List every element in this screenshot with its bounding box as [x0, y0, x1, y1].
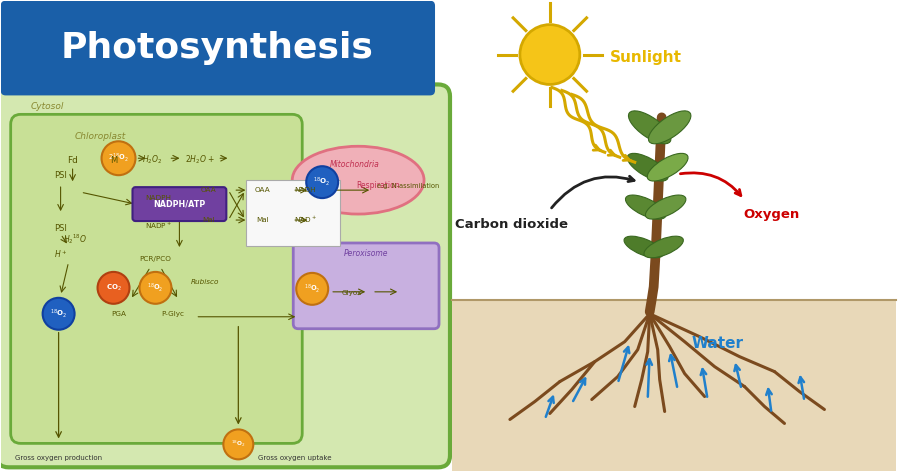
Ellipse shape	[628, 111, 670, 144]
Ellipse shape	[645, 195, 686, 219]
Circle shape	[102, 141, 136, 175]
Text: $^{18}$O$_2$: $^{18}$O$_2$	[313, 176, 331, 188]
Circle shape	[223, 430, 253, 459]
Text: PGA: PGA	[111, 311, 126, 317]
Text: Mal: Mal	[256, 217, 268, 223]
Circle shape	[140, 272, 171, 304]
Text: CO$_2$: CO$_2$	[105, 283, 122, 293]
Text: Fd: Fd	[68, 156, 78, 165]
Text: Cytosol: Cytosol	[31, 102, 64, 111]
Text: NADP$^+$: NADP$^+$	[145, 221, 172, 231]
Text: e.g. N-assimilation: e.g. N-assimilation	[377, 183, 439, 189]
Ellipse shape	[644, 236, 683, 258]
FancyBboxPatch shape	[1, 0, 435, 95]
Text: $H_2O_2$: $H_2O_2$	[142, 154, 163, 167]
Text: M: M	[110, 156, 117, 165]
Text: $2^{18}$O$_2$: $2^{18}$O$_2$	[108, 152, 129, 164]
Ellipse shape	[292, 146, 424, 214]
Text: OAA: OAA	[255, 187, 270, 193]
Text: NADPH: NADPH	[146, 195, 172, 201]
Text: Gross oxygen production: Gross oxygen production	[15, 455, 103, 461]
Circle shape	[97, 272, 130, 304]
Text: Oxygen: Oxygen	[743, 208, 799, 220]
Text: Gross oxygen uptake: Gross oxygen uptake	[258, 455, 332, 461]
Text: Water: Water	[691, 336, 743, 351]
Text: OAA: OAA	[201, 187, 216, 193]
Circle shape	[520, 25, 580, 84]
Text: $^{18}$O$_2$: $^{18}$O$_2$	[148, 282, 164, 294]
Text: $^{18}$O$_2$: $^{18}$O$_2$	[50, 308, 68, 320]
FancyBboxPatch shape	[0, 84, 450, 467]
Text: $2H_2O$ +: $2H_2O$ +	[185, 154, 215, 167]
Text: Sunlight: Sunlight	[610, 50, 682, 65]
Text: $H_2{^{18}}O$: $H_2{^{18}}O$	[64, 232, 87, 246]
Text: PSI: PSI	[54, 171, 67, 180]
Circle shape	[306, 166, 338, 198]
Text: Photosynthesis: Photosynthesis	[61, 31, 373, 65]
FancyBboxPatch shape	[132, 187, 226, 221]
Text: Rubisco: Rubisco	[191, 279, 220, 285]
Ellipse shape	[626, 195, 666, 219]
Text: NADH: NADH	[294, 187, 316, 193]
FancyBboxPatch shape	[247, 180, 340, 246]
Text: Respiration: Respiration	[356, 181, 400, 190]
Bar	[452, 300, 896, 472]
Text: P-Glyc: P-Glyc	[161, 311, 184, 317]
FancyBboxPatch shape	[293, 243, 439, 329]
Ellipse shape	[648, 111, 691, 144]
Ellipse shape	[627, 153, 668, 181]
Text: Mitochondria: Mitochondria	[330, 160, 380, 169]
Text: NADPH/ATP: NADPH/ATP	[153, 200, 205, 209]
Circle shape	[42, 298, 75, 330]
FancyBboxPatch shape	[11, 114, 302, 443]
Text: Chloroplast: Chloroplast	[75, 132, 126, 141]
Text: Carbon dioxide: Carbon dioxide	[455, 218, 569, 230]
Text: Glyox: Glyox	[342, 290, 363, 296]
Text: $^{18}$O$_2$: $^{18}$O$_2$	[304, 283, 320, 295]
Text: NAD$^+$: NAD$^+$	[294, 215, 317, 225]
Circle shape	[296, 273, 328, 305]
Ellipse shape	[624, 236, 663, 258]
Text: $^{18}$O$_2$: $^{18}$O$_2$	[231, 439, 246, 449]
Text: Mal: Mal	[202, 217, 215, 223]
Text: Peroxisome: Peroxisome	[344, 249, 389, 259]
Text: $H^+$: $H^+$	[54, 248, 68, 260]
Text: PCR/PCO: PCR/PCO	[140, 256, 171, 262]
Ellipse shape	[647, 153, 688, 181]
Text: PSI: PSI	[54, 224, 67, 233]
